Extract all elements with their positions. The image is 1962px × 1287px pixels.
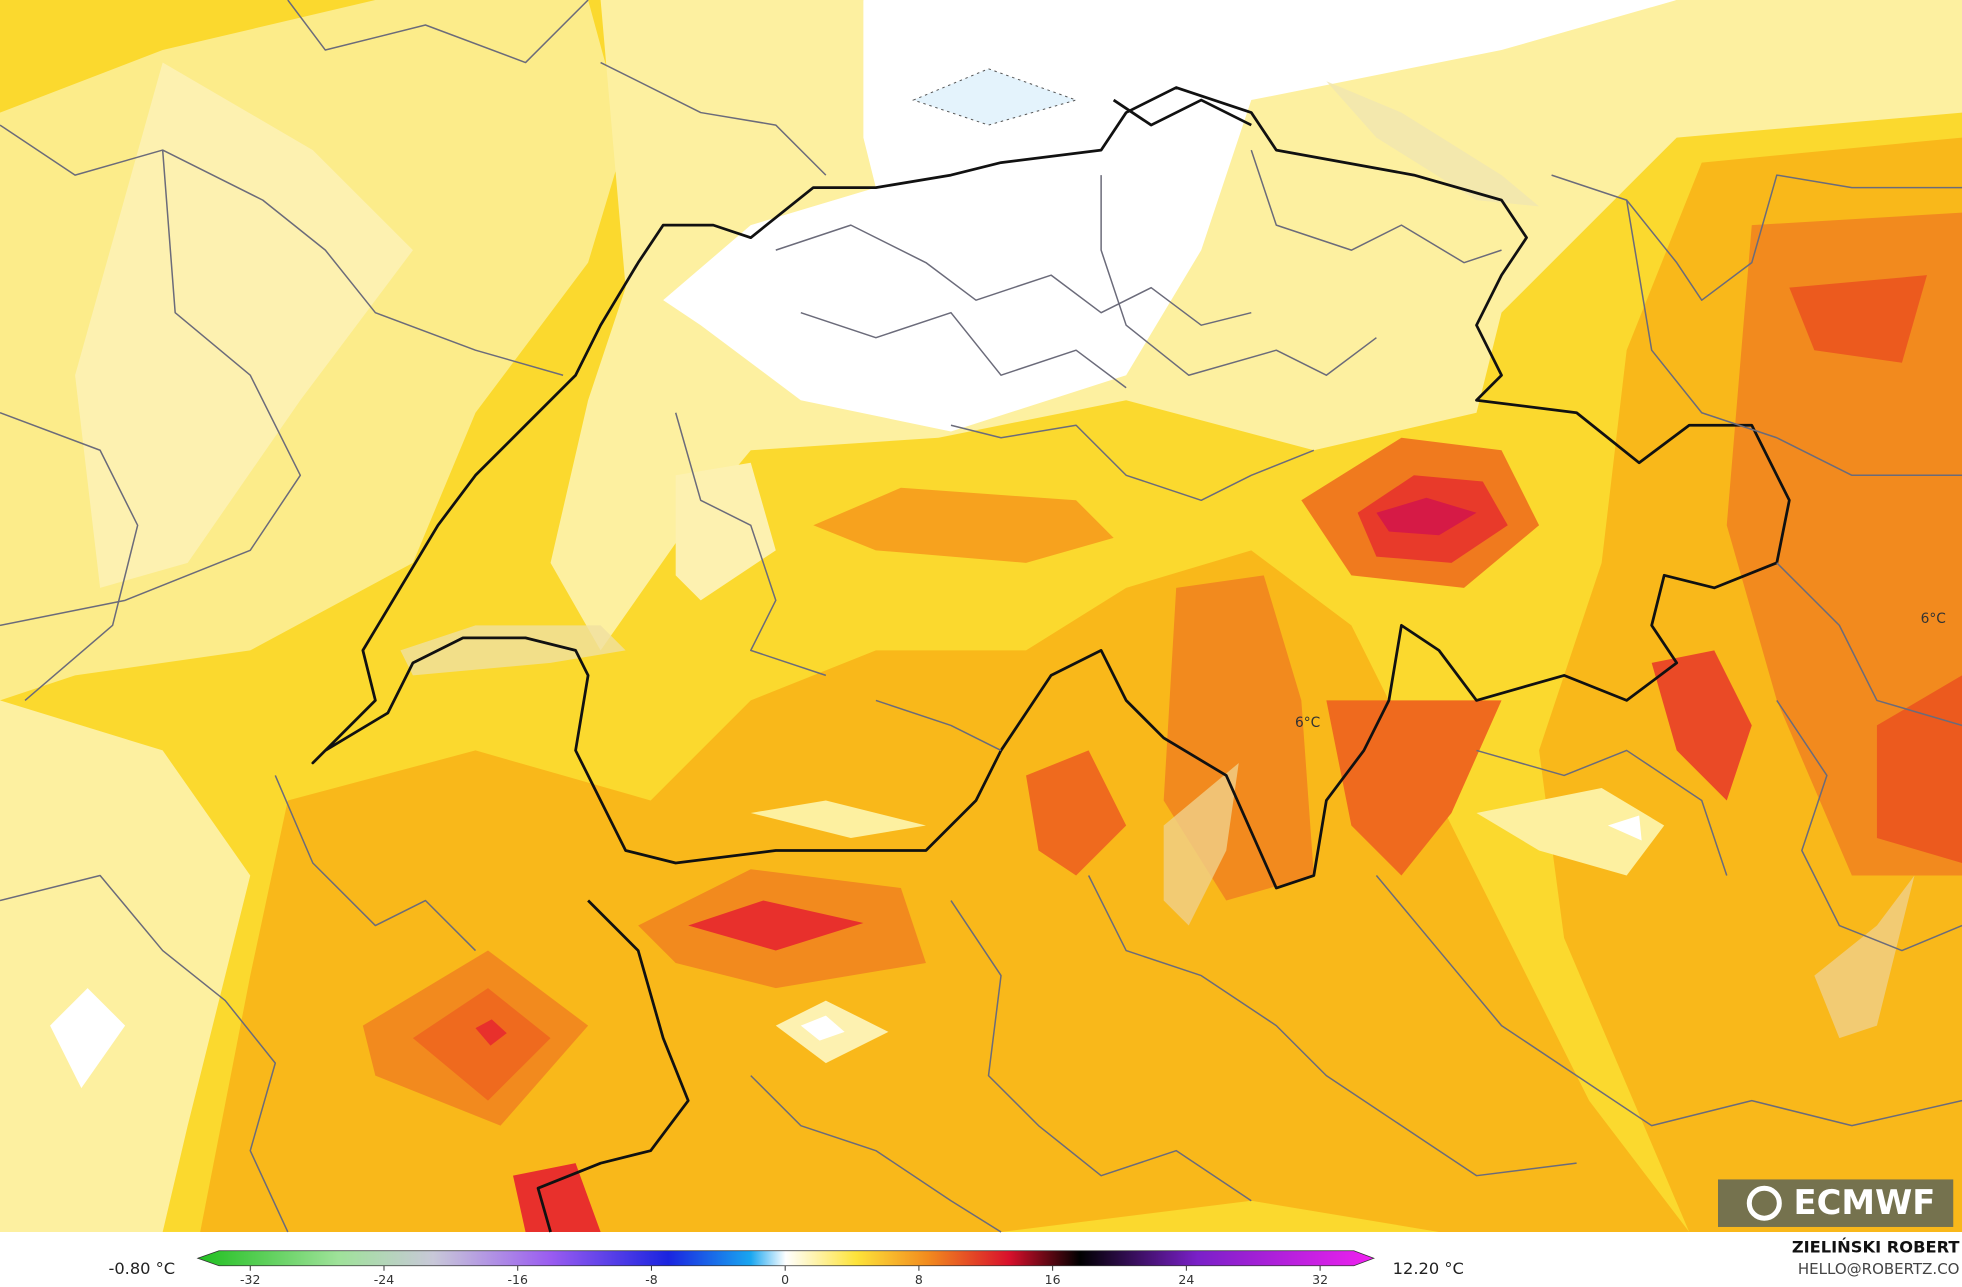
field-deep-orange xyxy=(412,988,551,1101)
field-deep-orange xyxy=(1026,750,1127,876)
colorbar-tick-label: -16 xyxy=(508,1272,528,1287)
logo-icon xyxy=(1746,1185,1782,1221)
contour-label: 6°C xyxy=(1295,715,1320,731)
colorbar-tick-label: 24 xyxy=(1178,1272,1194,1287)
lake xyxy=(1163,762,1239,926)
lake xyxy=(1814,875,1915,1039)
field-red xyxy=(1876,675,1962,864)
field-deep-orange xyxy=(1726,212,1962,876)
field-pale xyxy=(675,462,776,601)
colorbar-tick-label: -8 xyxy=(645,1272,658,1287)
lake xyxy=(400,625,626,676)
field-red xyxy=(513,1163,601,1232)
colorbar-min-label: -0.80 °C xyxy=(108,1259,175,1278)
field-pale xyxy=(75,62,413,588)
colorbar-max-label: 12.20 °C xyxy=(1393,1259,1464,1278)
field-white xyxy=(1607,815,1642,841)
contour-label: 6°C xyxy=(1921,611,1946,627)
colorbar-tick-label: 32 xyxy=(1312,1272,1328,1287)
field-orange xyxy=(813,487,1114,563)
colorbar-tick-label: -24 xyxy=(374,1272,394,1287)
field-red xyxy=(1789,275,1927,363)
field-deep-red xyxy=(1376,497,1477,536)
colorbar-tick-label: 8 xyxy=(915,1272,923,1287)
credit-author: ZIELIŃSKI ROBERT xyxy=(1792,1238,1960,1257)
colorbar-scale xyxy=(196,1250,1375,1267)
colorbar-tick-label: 16 xyxy=(1045,1272,1061,1287)
colorbar-tick-label: -32 xyxy=(240,1272,260,1287)
field-light-blue xyxy=(912,68,1078,126)
field-red xyxy=(688,900,864,951)
field-white xyxy=(800,1015,845,1041)
field-pale xyxy=(750,800,926,838)
field-pale xyxy=(1476,787,1665,876)
colorbar: -0.80 °C 12.20 °C -32 -24 -16 -8 0 8 16 24 32 xyxy=(108,1250,1464,1287)
field-pale xyxy=(0,700,251,1232)
colorbar-tick-label: 0 xyxy=(781,1272,789,1287)
credit-email: HELLO@ROBERTZ.CO xyxy=(1798,1260,1960,1278)
field-red xyxy=(475,1019,507,1046)
map: 6°C 6°C ECMWF xyxy=(0,0,1962,1233)
logo-text: ECMWF xyxy=(1794,1183,1936,1222)
field-red xyxy=(1651,650,1752,801)
lake xyxy=(1326,81,1540,207)
field-deep-orange xyxy=(1326,700,1502,876)
